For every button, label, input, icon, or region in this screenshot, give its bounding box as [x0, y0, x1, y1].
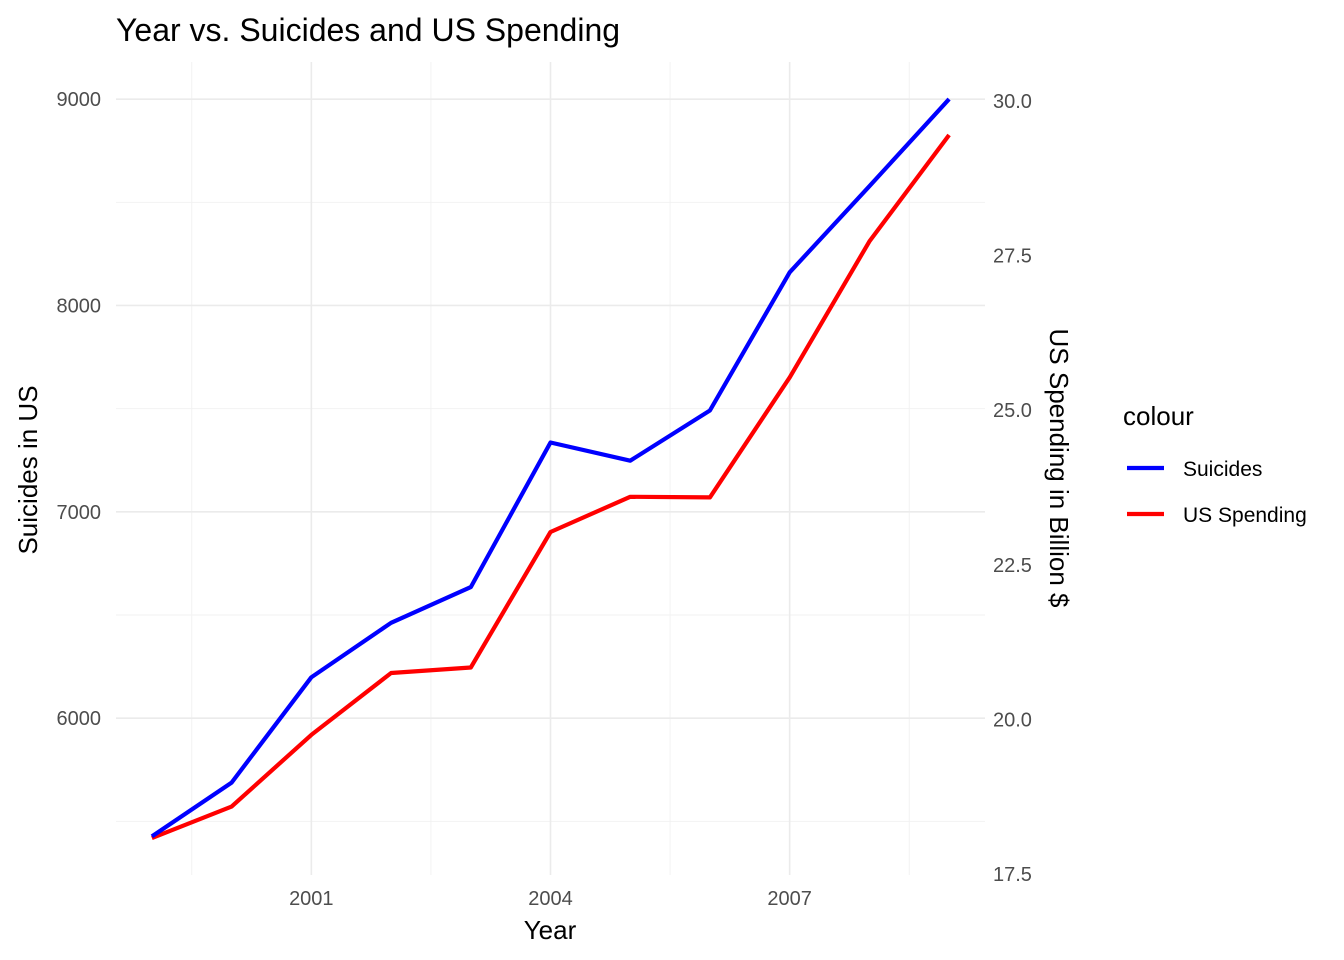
- legend-items: Suicides US Spending: [1127, 458, 1307, 527]
- legend: colour Suicides US Spending: [1123, 401, 1307, 527]
- y2-tick-label: 22.5: [993, 555, 1032, 577]
- series-layer: [150, 97, 951, 841]
- y-tick-label: 9000: [57, 89, 102, 111]
- legend-title: colour: [1123, 401, 1194, 431]
- y2-tick-label: 25.0: [993, 400, 1032, 422]
- y2-tick-label: 30.0: [993, 91, 1032, 113]
- y2-axis-title: US Spending in Billion $: [1044, 329, 1074, 608]
- grid: [116, 62, 985, 875]
- x-tick-label: 2001: [289, 888, 334, 910]
- y2-axis-ticks: 17.5 20.0 22.5 25.0 27.5 30.0: [993, 91, 1032, 886]
- legend-label-us-spending: US Spending: [1183, 504, 1307, 527]
- y-axis-title: Suicides in US: [13, 385, 43, 554]
- legend-label-suicides: Suicides: [1183, 458, 1262, 481]
- x-tick-label: 2007: [767, 888, 812, 910]
- y-tick-label: 6000: [57, 708, 102, 730]
- series-line-us-spending: [151, 133, 951, 841]
- y2-tick-label: 17.5: [993, 864, 1032, 886]
- y-tick-label: 8000: [57, 295, 102, 317]
- series-line-suicides: [150, 97, 951, 839]
- y-axis-ticks: 6000 7000 8000 9000: [57, 89, 102, 730]
- chart-title: Year vs. Suicides and US Spending: [116, 12, 620, 48]
- y2-tick-label: 20.0: [993, 709, 1032, 731]
- y2-tick-label: 27.5: [993, 246, 1032, 268]
- y-tick-label: 7000: [57, 502, 102, 524]
- x-tick-label: 2004: [528, 888, 573, 910]
- x-axis-ticks: 2001 2004 2007: [289, 888, 812, 910]
- x-axis-title: Year: [524, 915, 577, 945]
